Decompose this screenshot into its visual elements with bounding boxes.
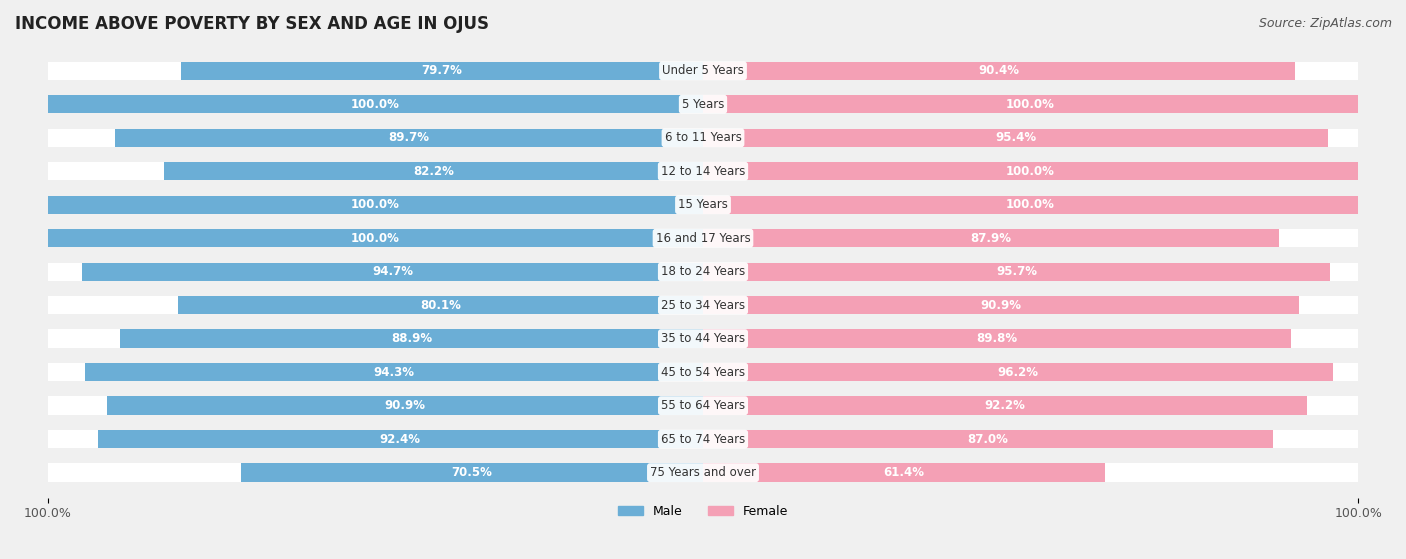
Text: 95.4%: 95.4% <box>995 131 1036 144</box>
Text: 100.0%: 100.0% <box>352 232 399 245</box>
Text: 87.9%: 87.9% <box>970 232 1011 245</box>
Bar <box>703 162 1358 181</box>
Bar <box>703 463 1105 482</box>
Bar <box>48 196 703 214</box>
Bar <box>703 329 1291 348</box>
Bar <box>48 95 703 113</box>
Text: 88.9%: 88.9% <box>391 332 432 345</box>
Bar <box>179 296 703 314</box>
Text: 65 to 74 Years: 65 to 74 Years <box>661 433 745 446</box>
Text: 18 to 24 Years: 18 to 24 Years <box>661 265 745 278</box>
Bar <box>48 229 703 248</box>
Bar <box>703 95 1358 113</box>
Bar <box>121 329 703 348</box>
Text: 61.4%: 61.4% <box>883 466 925 479</box>
Text: INCOME ABOVE POVERTY BY SEX AND AGE IN OJUS: INCOME ABOVE POVERTY BY SEX AND AGE IN O… <box>15 15 489 33</box>
Bar <box>48 363 703 381</box>
Bar <box>703 430 1272 448</box>
Bar <box>703 396 1308 415</box>
Bar <box>86 363 703 381</box>
Text: 100.0%: 100.0% <box>1007 198 1054 211</box>
Bar <box>240 463 703 482</box>
Text: 16 and 17 Years: 16 and 17 Years <box>655 232 751 245</box>
Text: Source: ZipAtlas.com: Source: ZipAtlas.com <box>1258 17 1392 30</box>
Bar <box>703 296 1299 314</box>
Text: 92.2%: 92.2% <box>984 399 1025 412</box>
Text: 96.2%: 96.2% <box>998 366 1039 378</box>
Bar <box>703 229 1279 248</box>
Text: 94.3%: 94.3% <box>374 366 415 378</box>
Text: 94.7%: 94.7% <box>373 265 413 278</box>
Bar <box>48 196 703 214</box>
Bar <box>107 396 703 415</box>
Bar <box>703 263 1358 281</box>
Bar <box>48 296 703 314</box>
Text: 45 to 54 Years: 45 to 54 Years <box>661 366 745 378</box>
Text: 12 to 14 Years: 12 to 14 Years <box>661 165 745 178</box>
Bar <box>48 396 703 415</box>
Text: 89.7%: 89.7% <box>388 131 430 144</box>
Bar <box>703 396 1358 415</box>
Bar <box>48 95 703 113</box>
Text: 95.7%: 95.7% <box>995 265 1038 278</box>
Bar <box>703 329 1358 348</box>
Bar <box>703 363 1333 381</box>
Bar <box>181 61 703 80</box>
Bar <box>48 162 703 181</box>
Text: 82.2%: 82.2% <box>413 165 454 178</box>
Bar <box>703 129 1329 147</box>
Bar <box>703 61 1295 80</box>
Legend: Male, Female: Male, Female <box>613 500 793 523</box>
Text: 35 to 44 Years: 35 to 44 Years <box>661 332 745 345</box>
Bar <box>703 430 1358 448</box>
Bar <box>703 129 1358 147</box>
Text: 90.9%: 90.9% <box>385 399 426 412</box>
Text: 87.0%: 87.0% <box>967 433 1008 446</box>
Bar <box>703 229 1358 248</box>
Bar <box>48 61 703 80</box>
Bar <box>48 463 703 482</box>
Text: 90.9%: 90.9% <box>980 299 1021 312</box>
Text: Under 5 Years: Under 5 Years <box>662 64 744 77</box>
Bar <box>703 196 1358 214</box>
Bar <box>83 263 703 281</box>
Bar <box>703 95 1358 113</box>
Text: 100.0%: 100.0% <box>352 198 399 211</box>
Text: 15 Years: 15 Years <box>678 198 728 211</box>
Text: 92.4%: 92.4% <box>380 433 420 446</box>
Bar <box>165 162 703 181</box>
Bar <box>48 129 703 147</box>
Bar <box>703 196 1358 214</box>
Bar <box>703 61 1358 80</box>
Text: 6 to 11 Years: 6 to 11 Years <box>665 131 741 144</box>
Text: 55 to 64 Years: 55 to 64 Years <box>661 399 745 412</box>
Bar <box>703 463 1358 482</box>
Text: 100.0%: 100.0% <box>352 98 399 111</box>
Text: 100.0%: 100.0% <box>1007 98 1054 111</box>
Bar <box>703 363 1358 381</box>
Text: 5 Years: 5 Years <box>682 98 724 111</box>
Bar <box>48 263 703 281</box>
Bar <box>703 296 1358 314</box>
Bar <box>48 329 703 348</box>
Text: 80.1%: 80.1% <box>420 299 461 312</box>
Text: 90.4%: 90.4% <box>979 64 1019 77</box>
Text: 79.7%: 79.7% <box>422 64 463 77</box>
Text: 75 Years and over: 75 Years and over <box>650 466 756 479</box>
Bar <box>115 129 703 147</box>
Text: 25 to 34 Years: 25 to 34 Years <box>661 299 745 312</box>
Bar <box>48 430 703 448</box>
Text: 89.8%: 89.8% <box>977 332 1018 345</box>
Bar <box>703 263 1330 281</box>
Text: 100.0%: 100.0% <box>1007 165 1054 178</box>
Bar <box>97 430 703 448</box>
Bar <box>703 162 1358 181</box>
Bar <box>48 229 703 248</box>
Text: 70.5%: 70.5% <box>451 466 492 479</box>
